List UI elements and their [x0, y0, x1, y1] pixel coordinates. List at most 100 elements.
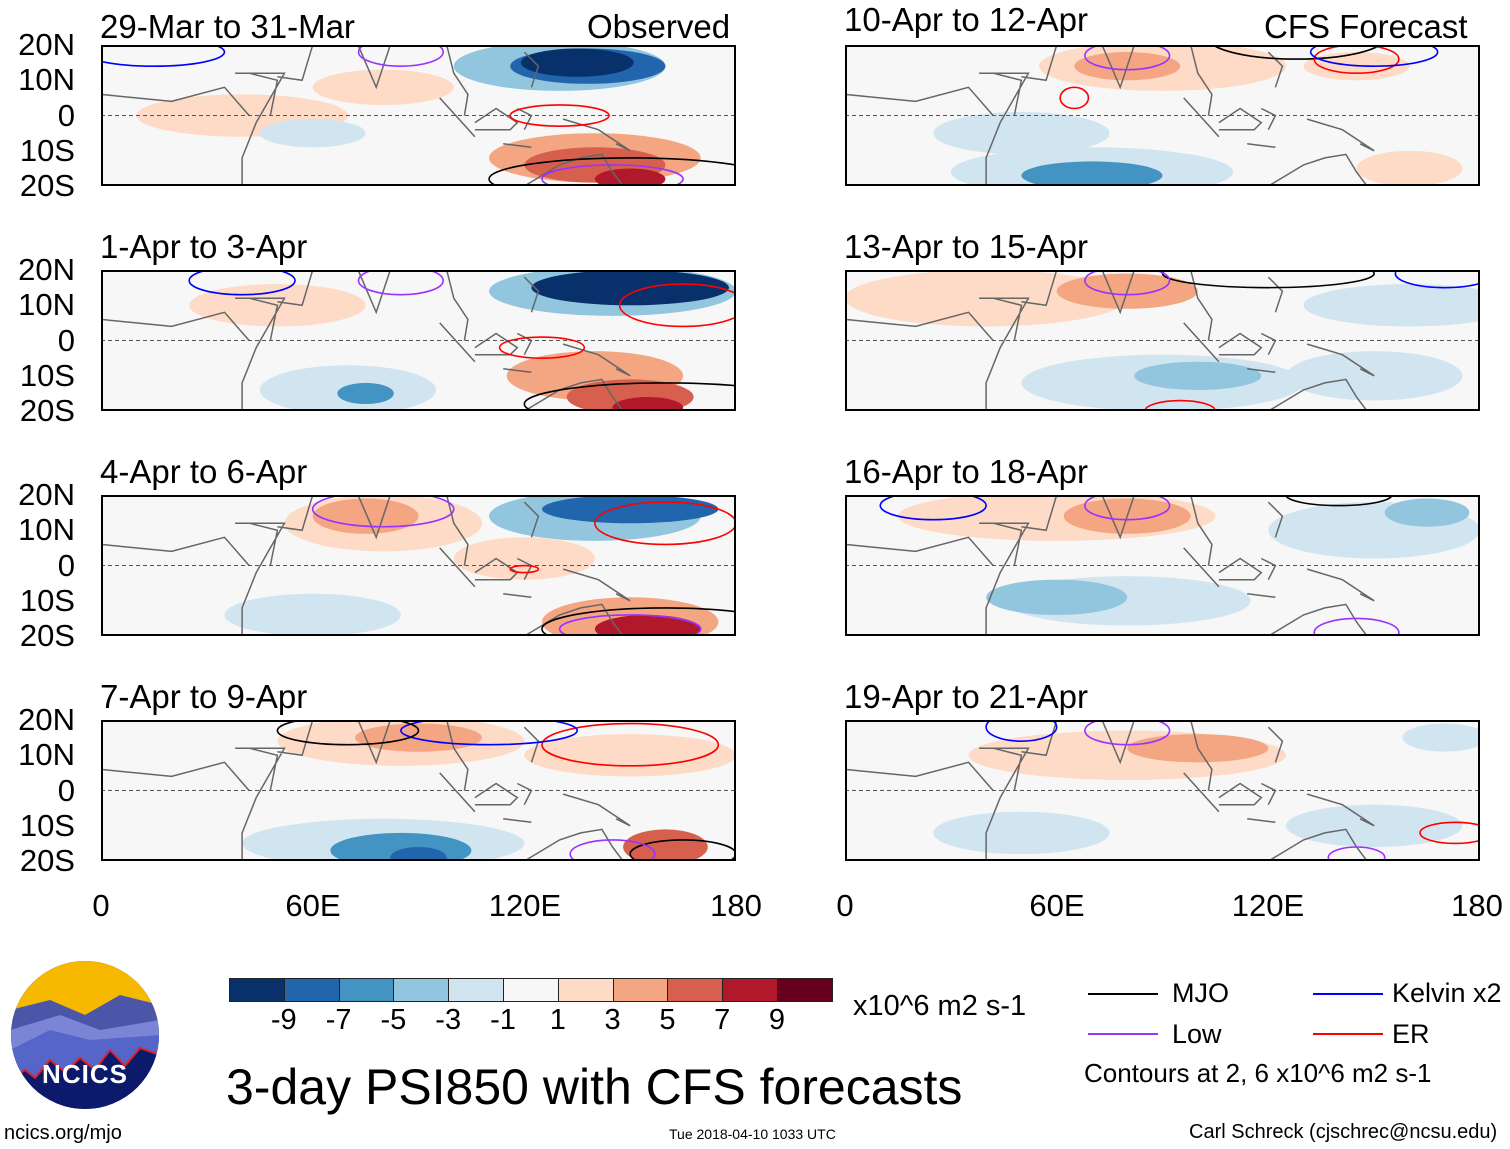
panel-frame — [845, 270, 1480, 411]
wave-contour — [357, 270, 444, 296]
panel-title: 29-Mar to 31-Mar — [100, 8, 355, 45]
lat-label: 20S — [19, 618, 75, 654]
anomaly-shading — [612, 397, 684, 411]
anomaly-shading — [520, 48, 634, 77]
panel-frame — [101, 720, 736, 861]
lat-label: 10S — [19, 357, 75, 393]
lat-label: 20N — [18, 702, 75, 737]
map-panel — [101, 45, 736, 186]
x-tick-right-180: 180 — [1451, 888, 1503, 923]
wave-contour — [541, 607, 736, 636]
colorbar-swatch — [339, 979, 395, 1001]
lat-label: 0 — [57, 322, 75, 358]
website-link[interactable]: ncics.org/mjo — [4, 1122, 122, 1144]
colorbar-tick-label: 9 — [768, 1004, 786, 1036]
legend-kelvin-line — [1313, 993, 1383, 995]
panel-title: 10-Apr to 12-Apr — [844, 1, 1088, 38]
legend-kelvin-label: Kelvin x2 — [1392, 978, 1502, 1008]
anomaly-shading — [1134, 361, 1262, 390]
colorbar-unit: x10^6 m2 s-1 — [853, 990, 1027, 1022]
colorbar-tick-label: -3 — [435, 1004, 462, 1036]
colorbar-tick-label: 5 — [659, 1004, 676, 1036]
lat-label: 10S — [19, 807, 75, 843]
anomaly-shading — [541, 495, 719, 524]
panel-title: 7-Apr to 9-Apr — [100, 678, 308, 715]
colorbar-swatch — [613, 979, 669, 1001]
colorbar-tick-label: -7 — [325, 1004, 352, 1036]
lat-label: 20N — [18, 252, 75, 287]
wave-contour — [488, 157, 736, 186]
colorbar-swatch — [449, 979, 504, 1001]
anomaly-shading — [524, 734, 736, 777]
timestamp: Tue 2018-04-10 1033 UTC — [669, 1126, 836, 1142]
anomaly-shading — [933, 811, 1110, 855]
wave-contour — [1084, 495, 1171, 521]
lat-label: 10N — [18, 512, 75, 548]
x-tick-left-120e: 120E — [488, 888, 562, 923]
colorbar-swatch — [558, 979, 614, 1001]
x-tick-right-120e: 120E — [1231, 888, 1305, 923]
lat-label: 10N — [18, 737, 75, 773]
wave-contour — [1084, 720, 1171, 746]
panel-title: 13-Apr to 15-Apr — [844, 228, 1088, 265]
anomaly-shading — [312, 498, 419, 534]
colorbar-swatch — [230, 979, 285, 1001]
anomaly-shading — [623, 829, 708, 861]
wave-contour — [1419, 821, 1480, 845]
author-credit: Carl Schreck (cjschrec@ncsu.edu) — [1189, 1121, 1498, 1143]
anomaly-shading — [594, 614, 701, 636]
colorbar-swatch — [284, 979, 340, 1001]
map-panel — [101, 270, 736, 411]
wave-contour — [541, 164, 684, 186]
legend-er-label: ER — [1392, 1019, 1430, 1049]
x-tick-right-0: 0 — [836, 888, 854, 923]
lat-label: 10S — [19, 582, 75, 618]
lat-label: 10S — [19, 132, 75, 168]
anomaly-shading — [986, 579, 1128, 615]
panel-title: 16-Apr to 18-Apr — [844, 453, 1088, 490]
wave-contour — [509, 104, 610, 127]
anomaly-shading — [1356, 150, 1463, 186]
colorbar-tick-label: -1 — [490, 1004, 516, 1036]
anomaly-shading — [1402, 723, 1480, 752]
lat-label: 0 — [57, 547, 75, 583]
x-tick-right-60e: 60E — [1029, 888, 1085, 923]
panel-frame — [101, 45, 736, 186]
wave-contour — [618, 283, 736, 328]
wave-contour — [1285, 495, 1393, 507]
panel-frame — [845, 495, 1480, 636]
lat-label: 0 — [57, 97, 75, 133]
wave-contour — [498, 336, 586, 359]
anomaly-shading — [531, 270, 729, 306]
panel-frame — [845, 45, 1480, 186]
anomaly-shading — [355, 723, 482, 752]
wave-contour — [311, 495, 455, 528]
lat-label: 10N — [18, 287, 75, 323]
map-panel — [845, 720, 1480, 861]
legend-low-label: Low — [1172, 1019, 1222, 1049]
legend-er-line — [1313, 1033, 1383, 1035]
lat-label: 0 — [57, 772, 75, 808]
anomaly-shading — [1021, 161, 1163, 186]
map-panel — [101, 495, 736, 636]
anomaly-shading — [224, 593, 401, 636]
wave-contour — [594, 501, 736, 546]
anomaly-shading — [1303, 284, 1480, 327]
wave-contour — [879, 495, 987, 521]
panel-frame — [845, 720, 1480, 861]
colorbar-tick-label: 7 — [714, 1004, 731, 1036]
colorbar-swatch — [777, 979, 832, 1001]
colorbar-tick-label: -9 — [270, 1004, 297, 1036]
panel-title: 1-Apr to 3-Apr — [100, 228, 308, 265]
wave-contour — [1084, 45, 1171, 71]
anomaly-shading — [312, 69, 454, 105]
lat-label: 10N — [18, 62, 75, 98]
cfs-forecast-label: CFS Forecast — [1264, 8, 1468, 45]
panel-title: 19-Apr to 21-Apr — [844, 678, 1088, 715]
panel-title: 4-Apr to 6-Apr — [100, 453, 308, 490]
colorbar-tick-label: -5 — [380, 1004, 407, 1036]
contour-note: Contours at 2, 6 x10^6 m2 s-1 — [1084, 1058, 1432, 1088]
wave-contour — [1313, 45, 1400, 75]
colorbar — [229, 978, 833, 1002]
